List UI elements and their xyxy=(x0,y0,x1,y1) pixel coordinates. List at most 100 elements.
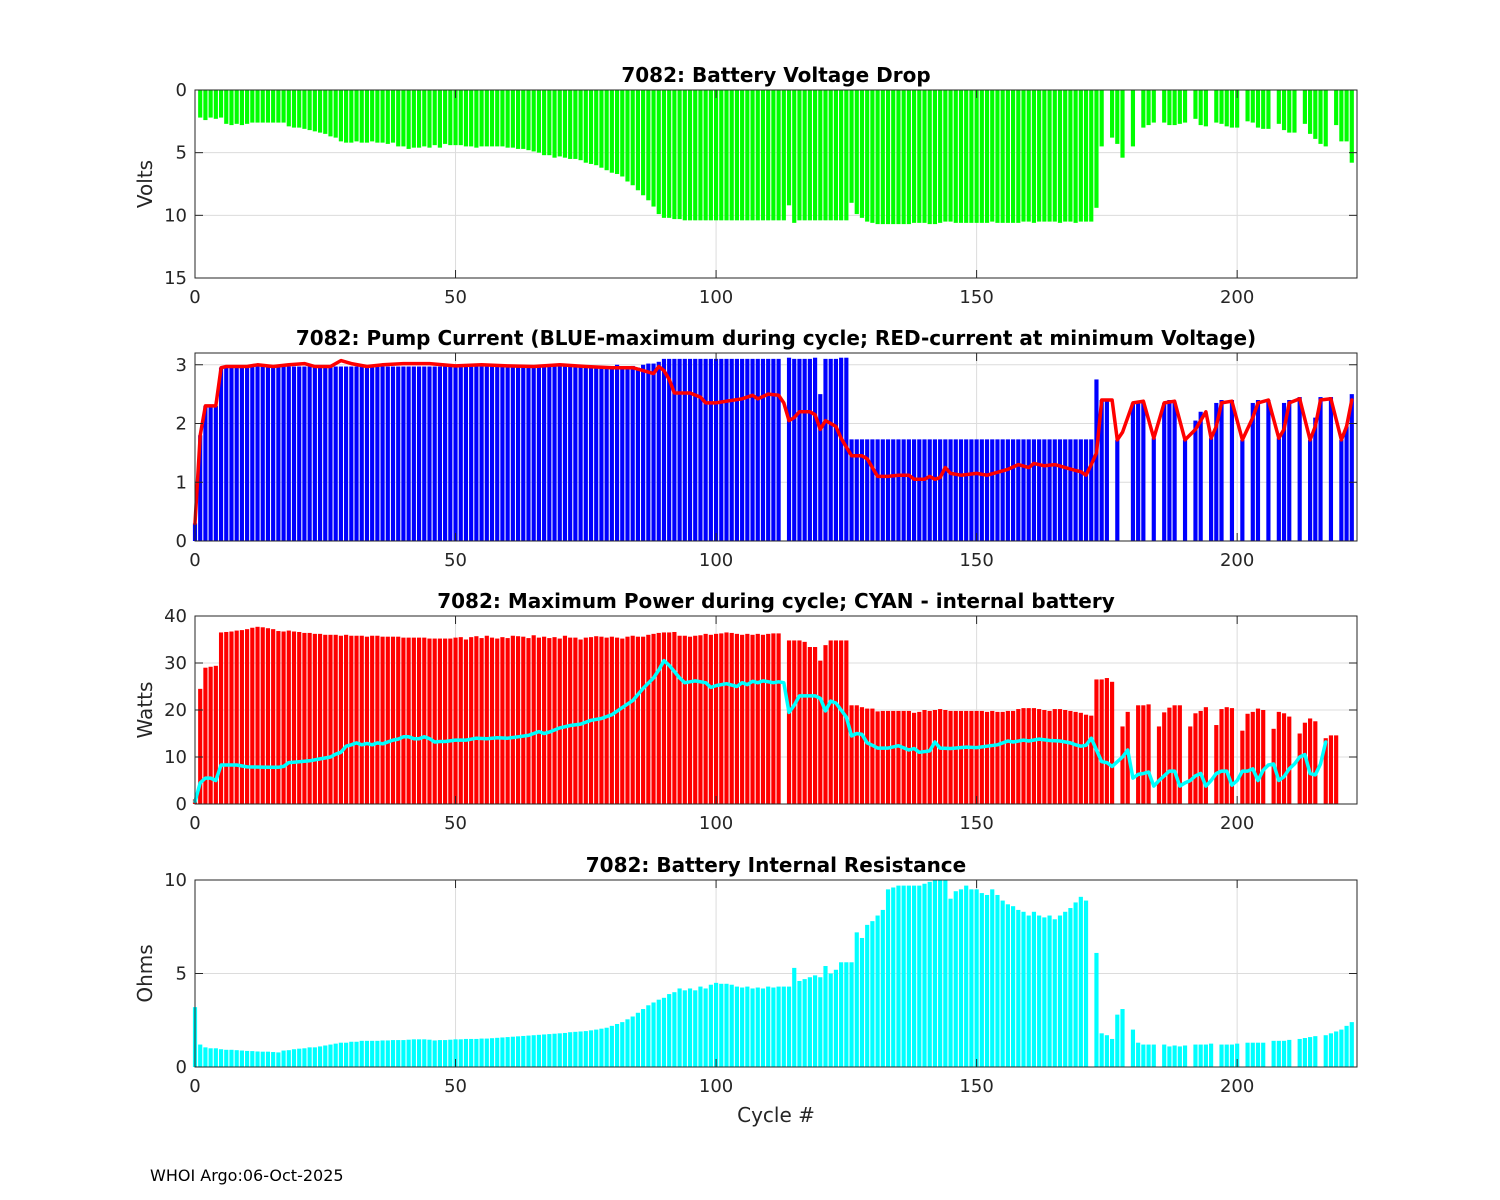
bar xyxy=(1162,1044,1167,1067)
bar xyxy=(786,357,792,541)
bar xyxy=(265,90,271,123)
bar xyxy=(354,1041,359,1067)
bar xyxy=(375,366,380,541)
bar xyxy=(495,638,500,804)
bar xyxy=(740,634,745,804)
bar xyxy=(396,90,401,147)
bar xyxy=(568,1032,573,1067)
bar xyxy=(760,988,766,1067)
bar xyxy=(984,894,990,1067)
bar xyxy=(484,1038,489,1067)
bar xyxy=(1141,1044,1146,1067)
bar xyxy=(891,710,896,804)
bar xyxy=(1302,90,1307,124)
bar xyxy=(1245,90,1250,122)
bar xyxy=(1276,711,1281,804)
bar xyxy=(661,632,667,804)
bar xyxy=(823,966,828,1067)
bar xyxy=(614,1023,620,1067)
bar xyxy=(1281,402,1287,541)
bar xyxy=(390,1040,396,1067)
bar xyxy=(687,636,693,804)
bar xyxy=(672,631,677,804)
bar xyxy=(1068,90,1073,222)
bar xyxy=(828,973,833,1067)
bar xyxy=(880,909,885,1067)
bar xyxy=(526,638,531,804)
bar xyxy=(1078,439,1083,541)
bar xyxy=(307,366,312,541)
bar xyxy=(948,439,953,541)
bar xyxy=(317,633,323,804)
bar xyxy=(656,999,661,1067)
bar xyxy=(521,366,526,541)
bar xyxy=(1063,439,1068,541)
bar xyxy=(812,647,818,804)
series-line xyxy=(193,658,1328,804)
bar xyxy=(583,1031,588,1067)
bar xyxy=(359,90,364,143)
bar xyxy=(500,637,505,804)
bar xyxy=(479,366,484,541)
bar xyxy=(885,889,891,1067)
bar xyxy=(531,1035,536,1067)
bar xyxy=(953,439,958,541)
bar xyxy=(526,90,531,151)
bar xyxy=(760,90,766,221)
bar xyxy=(578,366,583,541)
x-tick-label: 0 xyxy=(189,550,200,571)
bar xyxy=(333,90,338,138)
bar xyxy=(1172,705,1177,804)
bar xyxy=(1214,725,1219,804)
bar xyxy=(1219,709,1224,804)
bar xyxy=(1083,90,1089,222)
bar xyxy=(896,90,901,225)
bar xyxy=(938,439,943,541)
bar xyxy=(1031,90,1037,223)
bar xyxy=(906,710,911,804)
bar xyxy=(557,638,562,804)
chart-title: 7082: Battery Internal Resistance xyxy=(586,853,966,877)
bar xyxy=(1011,439,1016,541)
bar xyxy=(557,90,562,157)
bar xyxy=(1021,439,1026,541)
y-tick-label: 20 xyxy=(164,700,187,721)
bar xyxy=(750,90,755,221)
bar xyxy=(1057,709,1063,804)
bar xyxy=(849,439,854,541)
bar xyxy=(390,636,396,804)
x-tick-label: 0 xyxy=(189,287,200,308)
bar xyxy=(1042,90,1047,222)
bar xyxy=(562,1032,568,1067)
bar xyxy=(646,634,651,804)
bar xyxy=(245,1050,250,1067)
bar xyxy=(724,983,729,1067)
bar xyxy=(380,366,385,541)
bar xyxy=(291,366,297,541)
bar xyxy=(1193,1044,1198,1067)
bar xyxy=(641,364,646,541)
bar xyxy=(1297,1038,1302,1067)
y-tick-label: 0 xyxy=(176,1057,187,1078)
bar xyxy=(396,366,401,541)
bar xyxy=(1344,1025,1349,1067)
bar xyxy=(531,635,536,804)
x-tick-label: 100 xyxy=(699,1076,733,1097)
bar xyxy=(1089,90,1094,222)
bar xyxy=(1177,90,1182,124)
bar xyxy=(599,636,604,804)
bar xyxy=(1063,911,1068,1067)
bar xyxy=(229,1049,234,1067)
bar xyxy=(1078,90,1083,222)
bar xyxy=(1313,1036,1318,1067)
bar xyxy=(265,1051,271,1067)
bar xyxy=(891,887,896,1067)
bar xyxy=(375,1040,380,1067)
bar xyxy=(1016,709,1021,804)
bar xyxy=(740,90,745,221)
bar xyxy=(1219,400,1224,541)
bar xyxy=(489,90,495,147)
bar xyxy=(969,439,974,541)
bar xyxy=(713,982,719,1067)
bar xyxy=(1083,900,1089,1067)
